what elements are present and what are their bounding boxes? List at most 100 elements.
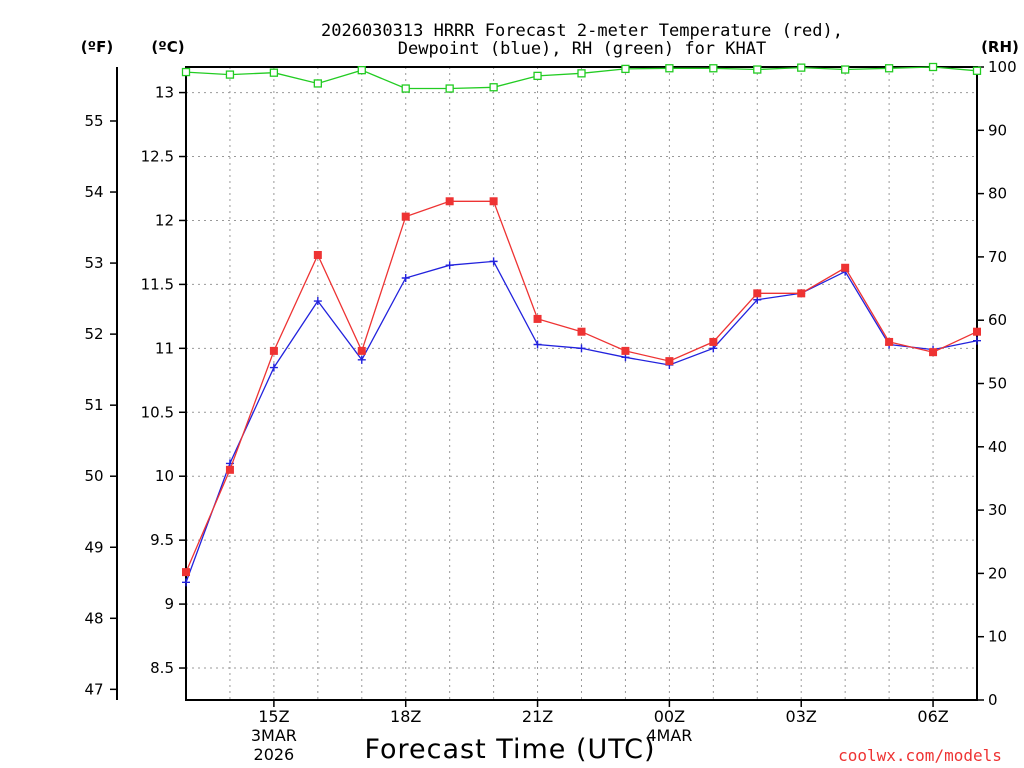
x-tick-label: 15Z	[258, 707, 289, 726]
rh-marker	[577, 69, 586, 78]
rh-tick-label: 100	[988, 58, 1017, 76]
x-tick-label: 18Z	[390, 707, 421, 726]
dewpoint-marker	[489, 257, 498, 266]
x-tick-label: 06Z	[917, 707, 948, 726]
temperature-marker	[489, 197, 498, 206]
rh-tick-label: 80	[988, 185, 1007, 203]
fahrenheit-tick-label: 50	[84, 467, 103, 485]
temperature-marker	[313, 250, 322, 259]
temperature-marker	[929, 348, 938, 357]
fahrenheit-tick-label: 54	[84, 183, 103, 201]
rh-tick-label: 20	[988, 564, 1007, 582]
celsius-tick-label: 13	[155, 84, 174, 102]
x-tick-label: 21Z	[522, 707, 553, 726]
temperature-marker	[533, 314, 542, 323]
rh-marker	[621, 64, 630, 74]
celsius-tick-label: 10	[155, 467, 174, 485]
grid-lines	[186, 67, 977, 700]
fahrenheit-tick-label: 49	[84, 538, 103, 556]
rh-tick-label: 60	[988, 311, 1007, 329]
dewpoint-marker	[577, 344, 586, 353]
temperature-marker	[709, 337, 718, 346]
temperature-marker	[665, 357, 674, 366]
celsius-tick-label: 12	[155, 211, 174, 229]
fahrenheit-tick-label: 51	[84, 396, 103, 414]
dewpoint-marker	[357, 355, 366, 364]
rh-marker	[269, 68, 279, 77]
dewpoint-marker	[313, 297, 322, 306]
rh-tick-label: 50	[988, 375, 1007, 393]
fahrenheit-tick-label: 55	[84, 112, 103, 130]
rh-marker	[884, 64, 894, 73]
rh-unit-label: (RH)	[981, 38, 1019, 56]
rh-tick-label: 90	[988, 121, 1007, 139]
temperature-marker	[973, 327, 981, 336]
rh-marker	[181, 67, 191, 77]
fahrenheit-tick-label: 52	[84, 325, 103, 343]
dewpoint-marker	[182, 578, 190, 587]
dewpoint-marker	[269, 363, 278, 372]
temperature-marker	[182, 568, 190, 577]
rh-marker	[972, 66, 982, 75]
rh-tick-label: 10	[988, 628, 1007, 646]
rh-marker	[841, 65, 850, 74]
rh-tick-label: 40	[988, 438, 1007, 456]
rh-marker	[357, 66, 366, 75]
x-tick-year-label: 2026	[254, 745, 295, 764]
rh-tick-label: 30	[988, 501, 1007, 519]
x-tick-date-label: 4MAR	[646, 726, 692, 745]
chart-title-line-1: 2026030313 HRRR Forecast 2-meter Tempera…	[321, 21, 843, 41]
rh-marker	[665, 64, 674, 73]
rh-marker	[313, 79, 322, 88]
fahrenheit-tick-label: 53	[84, 254, 103, 272]
temperature-marker	[577, 327, 586, 336]
x-axis-title: Forecast Time (UTC)	[364, 734, 655, 765]
x-tick-label: 00Z	[654, 707, 685, 726]
rh-marker	[445, 84, 454, 93]
dewpoint-marker	[401, 274, 410, 282]
dewpoint-marker	[973, 336, 981, 345]
fahrenheit-tick-label: 48	[84, 609, 103, 627]
rh-marker	[489, 83, 498, 92]
axes: 8.5 9 9.5 10 10.5 11 11.5 12 12.5 13 47 48 49 50 51 52 5…	[84, 58, 1016, 764]
celsius-tick-label: 11.5	[141, 275, 174, 293]
temperature-marker	[357, 346, 366, 355]
temperature-marker	[841, 263, 850, 272]
celsius-tick-label: 9.5	[150, 531, 174, 549]
rh-tick-label: 70	[988, 248, 1007, 266]
temperature-marker	[225, 465, 234, 474]
celsius-tick-label: 12.5	[141, 148, 174, 166]
rh-marker	[401, 84, 410, 93]
x-tick-label: 03Z	[786, 707, 817, 726]
rh-series	[181, 62, 982, 93]
temperature-marker	[885, 337, 894, 346]
series-layer	[181, 62, 982, 587]
x-tick-date-label: 3MAR	[251, 726, 297, 745]
rh-marker	[797, 63, 806, 72]
celsius-tick-label: 10.5	[141, 403, 174, 421]
rh-marker	[225, 70, 235, 79]
temperature-marker	[269, 346, 278, 355]
chart-title-line-2: Dewpoint (blue), RH (green) for KHAT	[398, 39, 766, 59]
celsius-tick-label: 9	[164, 595, 174, 613]
temperature-series	[182, 197, 981, 577]
rh-marker	[928, 62, 938, 72]
fahrenheit-tick-label: 47	[84, 680, 103, 698]
fahrenheit-unit-label: (ºF)	[81, 38, 113, 56]
temperature-marker	[445, 197, 454, 206]
rh-marker	[753, 65, 762, 74]
rh-tick-label: 0	[988, 691, 998, 709]
celsius-tick-label: 8.5	[150, 659, 174, 677]
temperature-marker	[401, 212, 410, 221]
temperature-marker	[753, 289, 762, 298]
temperature-marker	[621, 346, 630, 355]
rh-marker	[709, 64, 718, 73]
celsius-tick-label: 11	[155, 339, 174, 357]
temperature-marker	[797, 289, 806, 298]
celsius-unit-label: (ºC)	[151, 38, 184, 56]
plot-frame	[185, 66, 978, 701]
dewpoint-marker	[533, 340, 542, 349]
dewpoint-marker	[445, 261, 454, 270]
rh-marker	[533, 71, 542, 81]
